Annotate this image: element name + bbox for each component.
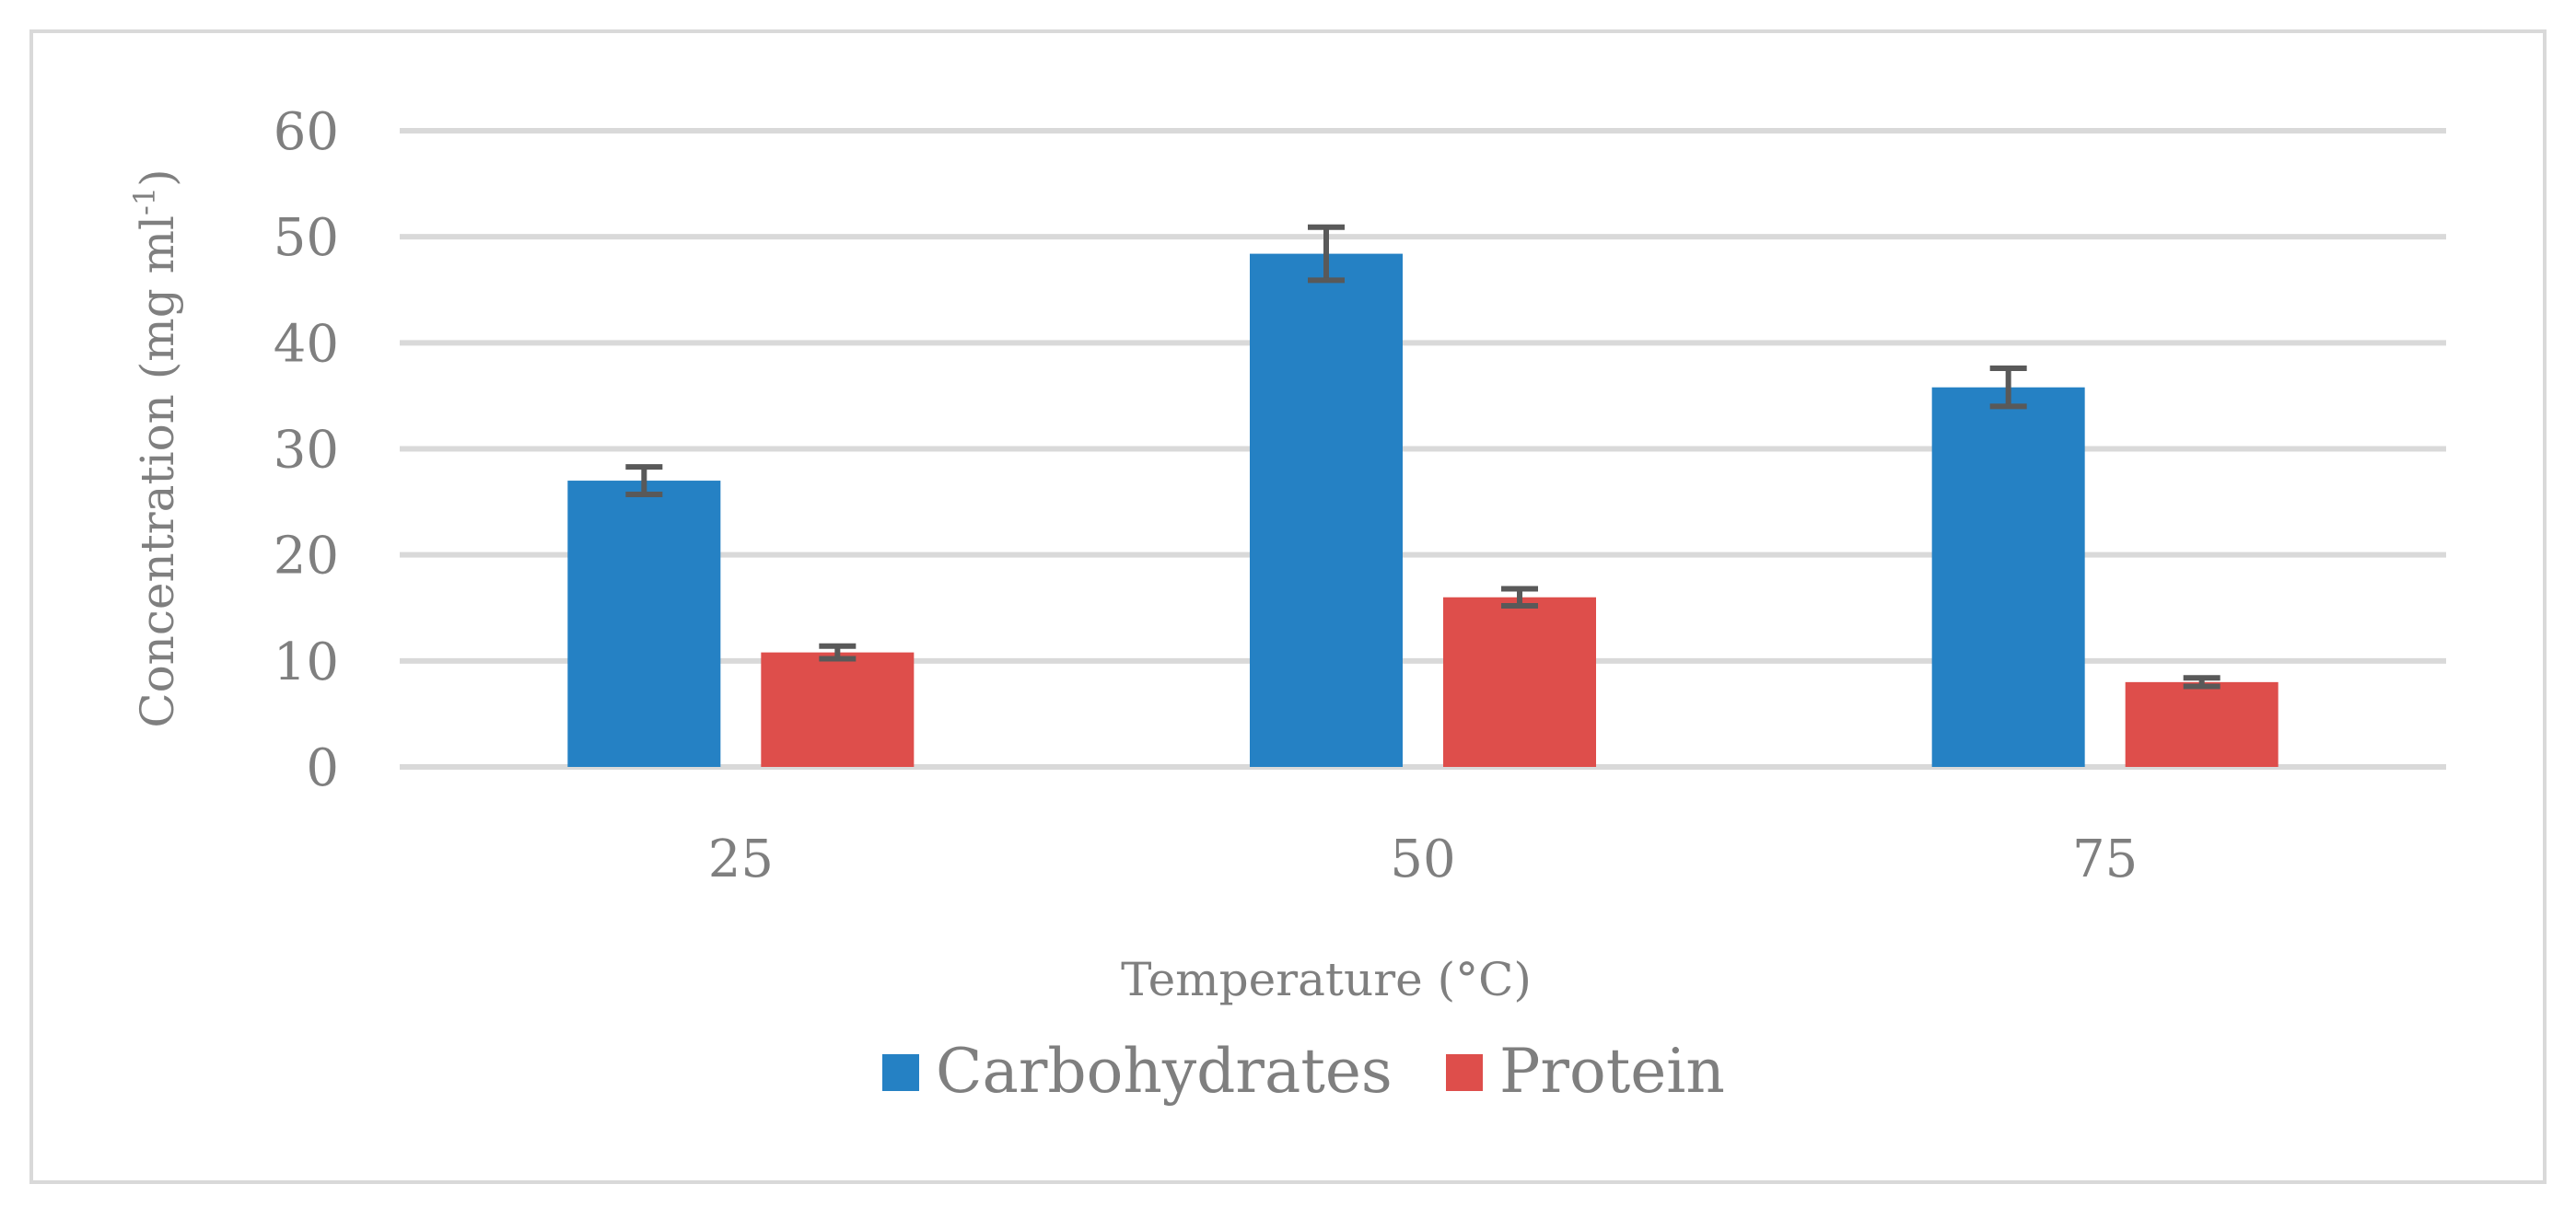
error-bar-carbohydrates-25 — [625, 464, 663, 498]
x-tick-label: 25 — [708, 830, 774, 889]
y-tick-label: 20 — [274, 527, 339, 586]
error-bar-carbohydrates-50 — [1308, 224, 1345, 284]
bar-carbohydrates-50 — [1250, 253, 1403, 767]
bar-protein-75 — [2125, 681, 2279, 767]
y-tick-labels: 0 10 20 30 40 50 60 — [274, 102, 339, 798]
legend-label-protein: Protein — [1499, 1036, 1725, 1107]
legend: Carbohydrates Protein — [882, 1036, 1725, 1107]
bar-protein-25 — [761, 652, 915, 767]
y-axis-title-superscript: -1 — [127, 187, 162, 215]
legend-label-carbohydrates: Carbohydrates — [936, 1036, 1393, 1107]
x-axis-title: Temperature (°C) — [1121, 953, 1532, 1006]
gridlines — [400, 128, 2446, 770]
legend-swatch-carbohydrates — [882, 1054, 919, 1091]
y-axis-title-main: Concentration (mg ml — [131, 215, 184, 728]
bar-protein-50 — [1443, 597, 1596, 767]
y-tick-label: 0 — [306, 738, 339, 798]
x-tick-labels: 25 50 75 — [708, 830, 2139, 889]
y-tick-label: 30 — [274, 421, 339, 481]
error-bar-carbohydrates-75 — [1989, 365, 2027, 410]
error-bar-protein-25 — [819, 643, 857, 662]
y-tick-label: 60 — [274, 102, 339, 162]
error-bar-protein-75 — [2183, 675, 2220, 690]
bar-carbohydrates-25 — [567, 481, 721, 767]
x-tick-label: 75 — [2072, 830, 2138, 889]
y-axis-title: Concentration (mg ml-1) — [127, 168, 184, 727]
error-bars — [625, 224, 2220, 690]
y-tick-label: 10 — [274, 633, 339, 692]
bars — [567, 253, 2279, 767]
y-tick-label: 50 — [274, 208, 339, 268]
y-axis-title-closing: ) — [131, 168, 184, 187]
error-bar-protein-50 — [1501, 586, 1538, 609]
bar-carbohydrates-75 — [1931, 387, 2085, 767]
y-tick-label: 40 — [274, 314, 339, 374]
legend-swatch-protein — [1446, 1054, 1483, 1091]
x-tick-label: 50 — [1390, 830, 1455, 889]
